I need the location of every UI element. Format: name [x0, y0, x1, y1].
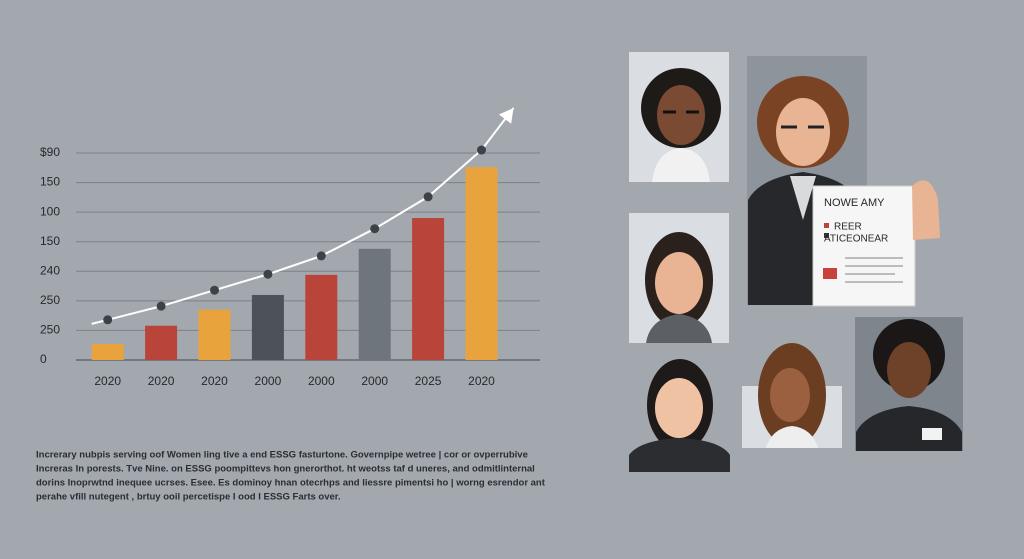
line-marker: [370, 224, 380, 234]
card-line: ATICEONEAR: [824, 234, 888, 245]
portrait: [629, 359, 730, 472]
x-tick-label: 2025: [415, 374, 442, 388]
caption-line: Increras In porests. Tve Nine. on ESSG p…: [36, 464, 535, 475]
x-tick-label: 2020: [468, 374, 495, 388]
line-marker: [103, 315, 113, 325]
bar: [358, 248, 391, 360]
y-tick-label: 150: [40, 175, 60, 189]
line-marker: [156, 301, 166, 311]
y-tick-label: $90: [40, 145, 60, 159]
body: [646, 314, 712, 343]
y-tick-label: 100: [40, 204, 60, 218]
card-line: REER: [834, 222, 862, 233]
card-title: NOWE AMY: [824, 197, 885, 209]
bar: [145, 325, 178, 360]
y-tick-label: 240: [40, 263, 60, 277]
x-tick-label: 2000: [255, 374, 282, 388]
trend-line: [107, 149, 483, 321]
body: [652, 148, 710, 182]
portrait: [629, 213, 729, 343]
line-marker: [263, 269, 273, 279]
caption: Increrary nubpis serving oof Women ling …: [36, 450, 546, 503]
bar: [91, 344, 124, 360]
x-tick-label: 2020: [201, 374, 228, 388]
bullet: [824, 233, 829, 238]
shirt: [790, 176, 816, 220]
icon: [823, 268, 837, 279]
bar: [198, 309, 231, 360]
caption-line: Increrary nubpis serving oof Women ling …: [36, 450, 528, 461]
y-tick-label: 150: [40, 234, 60, 248]
face: [657, 85, 705, 145]
caption-line: dorins Inoprwtnd inequee ucrses. Esee. E…: [36, 478, 546, 489]
face: [776, 98, 830, 166]
bullet: [824, 223, 829, 228]
x-tick-label: 2000: [361, 374, 388, 388]
line-marker: [423, 192, 433, 202]
face: [887, 342, 931, 398]
portrait: [629, 52, 729, 182]
chart: 0 250 250 240 150 100 150 $90 2020 2020 2020 2000 20…: [40, 107, 540, 388]
face: [655, 378, 703, 438]
hand: [912, 180, 940, 240]
body: [629, 438, 730, 472]
portrait: [855, 317, 963, 451]
face: [770, 368, 810, 422]
x-tick-label: 2020: [148, 374, 175, 388]
line-marker: [316, 251, 326, 261]
y-tick-label: 250: [40, 293, 60, 307]
bar: [251, 294, 284, 360]
bar: [305, 274, 338, 360]
body: [766, 426, 818, 448]
card: [812, 185, 916, 307]
caption-line: perahe vfill nutegent , brtuy ooil perce…: [36, 492, 341, 503]
y-tick-label: 0: [40, 352, 47, 366]
text-lines: [845, 257, 903, 283]
line-marker: [210, 285, 219, 295]
portrait: [742, 343, 842, 448]
x-tick-label: 2020: [94, 374, 121, 388]
arrow-head: [498, 107, 514, 124]
document-card: NOWE AMY REER ATICEONEAR: [812, 180, 940, 307]
line-marker: [477, 145, 486, 155]
bar: [412, 218, 445, 360]
badge: [922, 428, 942, 440]
bar: [465, 167, 498, 360]
x-tick-label: 2000: [308, 374, 335, 388]
y-tick-label: 250: [40, 323, 60, 337]
face: [655, 252, 703, 314]
